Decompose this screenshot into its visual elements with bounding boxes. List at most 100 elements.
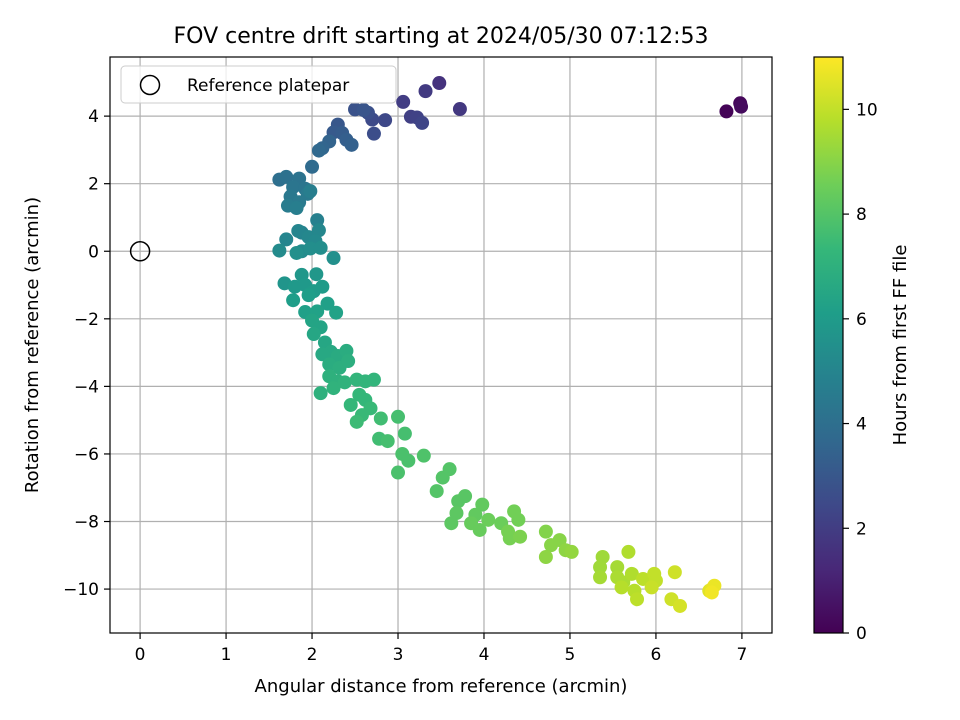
y-axis-ticks: −10 −8 −6 −4 −2 0 2 4 xyxy=(63,107,110,600)
data-point xyxy=(621,544,636,559)
data-point xyxy=(458,489,473,504)
y-tick-label: −8 xyxy=(74,513,99,533)
colorbar-gradient xyxy=(814,57,843,633)
y-tick-label: 4 xyxy=(88,107,99,127)
data-point xyxy=(502,531,517,546)
colorbar-ticks: 0 2 4 6 8 10 xyxy=(843,100,878,644)
data-point xyxy=(366,126,381,141)
data-point xyxy=(734,99,749,114)
data-point xyxy=(513,529,528,544)
data-point xyxy=(511,512,526,527)
data-point xyxy=(418,84,433,99)
data-point xyxy=(538,549,553,564)
data-point xyxy=(630,592,645,607)
data-point xyxy=(291,223,306,238)
legend: Reference platepar xyxy=(120,65,397,104)
reference-marker xyxy=(129,241,151,262)
colorbar-tick-label: 8 xyxy=(856,205,867,225)
data-point xyxy=(279,169,294,184)
data-point xyxy=(444,516,459,531)
data-point xyxy=(481,512,496,527)
x-axis-ticks: 0 1 2 3 4 5 6 7 xyxy=(135,633,747,665)
data-point xyxy=(673,598,688,613)
data-point xyxy=(326,381,341,396)
data-point xyxy=(287,279,302,294)
data-point xyxy=(401,453,416,468)
data-point xyxy=(315,347,330,362)
data-point xyxy=(272,243,287,258)
legend-marker-reference xyxy=(139,74,161,96)
data-point xyxy=(289,201,304,216)
x-tick-label: 4 xyxy=(479,645,490,665)
data-point xyxy=(416,448,431,463)
data-point xyxy=(313,240,328,255)
legend-label-reference: Reference platepar xyxy=(187,76,349,96)
colorbar-tick-label: 4 xyxy=(856,415,867,435)
y-tick-label: 2 xyxy=(88,175,99,195)
data-point xyxy=(593,560,608,575)
data-point xyxy=(279,232,294,247)
data-point xyxy=(442,462,457,477)
data-point xyxy=(356,103,371,118)
y-tick-label: −6 xyxy=(74,445,99,465)
y-tick-label: −2 xyxy=(74,310,99,330)
data-point xyxy=(552,533,567,548)
data-point xyxy=(396,94,411,109)
data-point xyxy=(610,560,625,575)
data-point xyxy=(429,484,444,499)
legend-box xyxy=(120,65,397,104)
data-point xyxy=(593,570,608,585)
plot-frame xyxy=(109,56,773,634)
data-point xyxy=(704,585,719,600)
colorbar-frame xyxy=(813,56,844,634)
data-point xyxy=(366,372,381,387)
data-point xyxy=(636,571,651,586)
y-tick-label: −10 xyxy=(63,580,99,600)
data-point xyxy=(303,241,318,256)
x-tick-label: 7 xyxy=(736,645,747,665)
data-point xyxy=(344,137,359,152)
chart-title: FOV centre drift starting at 2024/05/30 … xyxy=(174,24,709,49)
data-point xyxy=(311,223,326,238)
colorbar-tick-label: 10 xyxy=(856,100,878,120)
data-point xyxy=(303,184,318,199)
data-point xyxy=(286,293,301,308)
data-point xyxy=(415,115,430,130)
data-point xyxy=(667,565,682,580)
data-point xyxy=(337,375,352,390)
data-point xyxy=(315,279,330,294)
data-point xyxy=(320,296,335,311)
x-tick-label: 6 xyxy=(651,645,662,665)
data-point xyxy=(391,409,406,424)
y-axis-label: Rotation from reference (arcmin) xyxy=(22,197,43,493)
data-point xyxy=(373,411,388,426)
data-point xyxy=(614,580,629,595)
colorbar-label: Hours from first FF file xyxy=(890,245,911,446)
x-tick-label: 1 xyxy=(221,645,232,665)
data-point xyxy=(719,104,734,119)
y-tick-label: 0 xyxy=(88,242,99,262)
data-point xyxy=(349,414,364,429)
data-point xyxy=(452,102,467,117)
x-axis-label: Angular distance from reference (arcmin) xyxy=(255,676,628,697)
data-point xyxy=(397,426,412,441)
data-point xyxy=(378,113,393,128)
data-point xyxy=(309,267,324,282)
data-point xyxy=(432,76,447,91)
data-point xyxy=(341,354,356,369)
y-tick-label: −4 xyxy=(74,377,99,397)
colorbar-tick-label: 2 xyxy=(856,519,867,539)
data-point xyxy=(306,327,321,342)
data-point xyxy=(538,524,553,539)
data-point xyxy=(326,251,341,266)
colorbar-tick-label: 0 xyxy=(856,624,867,644)
x-tick-label: 2 xyxy=(307,645,318,665)
data-point xyxy=(472,522,487,537)
data-point xyxy=(305,159,320,174)
data-point xyxy=(289,245,304,260)
data-points xyxy=(272,76,749,613)
reference-point xyxy=(129,241,151,262)
data-point xyxy=(301,288,316,303)
